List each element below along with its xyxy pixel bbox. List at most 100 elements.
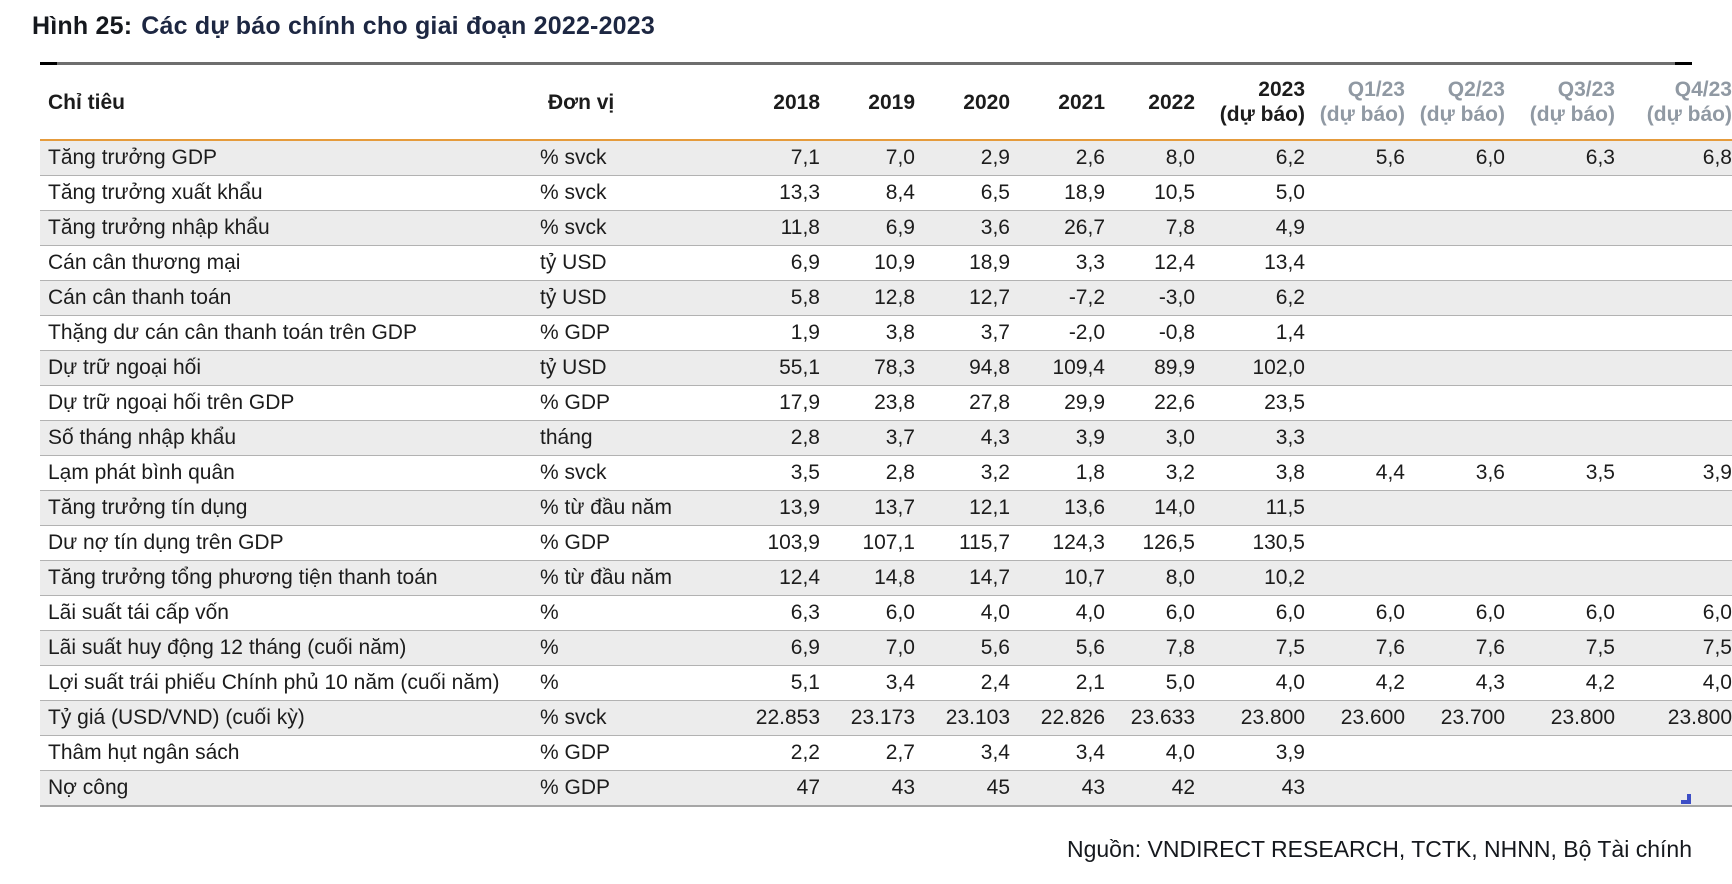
table-row: Thặng dư cán cân thanh toán trên GDP% GD…: [40, 315, 1732, 351]
cell-2023-du-bao: 4,9: [1195, 210, 1305, 246]
cell-2020: 6,5: [915, 175, 1010, 211]
cell-2020: 2,9: [915, 140, 1010, 176]
source-note: Nguồn: VNDIRECT RESEARCH, TCTK, NHNN, Bộ…: [1066, 836, 1692, 862]
blue-corner-handle-icon: [1681, 794, 1691, 804]
cell-q3-23: [1505, 385, 1615, 421]
cell-2022: 7,8: [1105, 630, 1195, 666]
row-unit: % GDP: [540, 315, 690, 351]
cell-2021: 3,4: [1010, 735, 1105, 771]
cell-q4-23: [1615, 280, 1732, 316]
cell-q2-23: 6,0: [1405, 595, 1505, 631]
cell-2023-du-bao: 23.800: [1195, 700, 1305, 736]
row-label: Tăng trưởng tín dụng: [40, 490, 540, 526]
table-row: Cán cân thương mại tỷ USD 6,9 10,9 18,9 3,3 12…: [40, 245, 1732, 281]
cell-q3-23: [1505, 770, 1615, 807]
cell-q1-23: 23.600: [1305, 700, 1405, 736]
cell-q3-23: 23.800: [1505, 700, 1615, 736]
row-label: Lãi suất huy động 12 tháng (cuối năm): [40, 630, 540, 666]
row-unit: % GDP: [540, 770, 690, 807]
cell-q4-23: 6,8: [1615, 140, 1732, 176]
cell-q4-23: [1615, 770, 1732, 807]
row-label: Tăng trưởng tổng phương tiện thanh toán: [40, 560, 540, 596]
cell-2018: 55,1: [690, 350, 820, 386]
cell-q4-23: [1615, 420, 1732, 456]
cell-2021: 2,1: [1010, 665, 1105, 701]
row-unit: %: [540, 630, 690, 666]
row-unit: % từ đầu năm: [540, 490, 690, 526]
cell-2022: -3,0: [1105, 280, 1195, 316]
row-label: Dự trữ ngoại hối trên GDP: [40, 385, 540, 421]
cell-2019: 12,8: [820, 280, 915, 316]
cell-2023-du-bao: 3,8: [1195, 455, 1305, 491]
cell-q4-23: [1615, 350, 1732, 386]
cell-2023-du-bao: 10,2: [1195, 560, 1305, 596]
table-row: Lãi suất huy động 12 tháng (cuối năm)% 6,…: [40, 630, 1732, 666]
cell-q2-23: [1405, 350, 1505, 386]
col-header-2018: 2018: [690, 65, 820, 141]
cell-2019: 7,0: [820, 630, 915, 666]
cell-2018: 13,3: [690, 175, 820, 211]
row-unit: % svck: [540, 175, 690, 211]
row-label: Dư nợ tín dụng trên GDP: [40, 525, 540, 561]
cell-2022: 12,4: [1105, 245, 1195, 281]
cell-2018: 6,9: [690, 245, 820, 281]
cell-2022: 89,9: [1105, 350, 1195, 386]
cell-q2-23: 7,6: [1405, 630, 1505, 666]
cell-2018: 6,3: [690, 595, 820, 631]
cell-q3-23: [1505, 560, 1615, 596]
cell-q3-23: [1505, 350, 1615, 386]
cell-2018: 103,9: [690, 525, 820, 561]
table-header: Chỉ tiêu Đơn vị 2018 2019 2020 2021 2022 2023 (d…: [40, 65, 1732, 141]
cell-q1-23: [1305, 490, 1405, 526]
cell-q4-23: [1615, 525, 1732, 561]
cell-2022: 6,0: [1105, 595, 1195, 631]
cell-2019: 2,8: [820, 455, 915, 491]
cell-2022: 3,0: [1105, 420, 1195, 456]
cell-2021: 43: [1010, 770, 1105, 807]
cell-2022: 126,5: [1105, 525, 1195, 561]
cell-2022: 23.633: [1105, 700, 1195, 736]
cell-q3-23: [1505, 490, 1615, 526]
row-unit: %: [540, 595, 690, 631]
cell-q2-23: [1405, 420, 1505, 456]
col-header-2023-du-bao: 2023 (dự báo): [1195, 65, 1305, 141]
cell-2018: 1,9: [690, 315, 820, 351]
cell-2023-du-bao: 3,9: [1195, 735, 1305, 771]
cell-q3-23: [1505, 280, 1615, 316]
cell-2021: 124,3: [1010, 525, 1105, 561]
cell-2021: 26,7: [1010, 210, 1105, 246]
cell-2018: 5,1: [690, 665, 820, 701]
cell-2020: 3,7: [915, 315, 1010, 351]
table-row: Tăng trưởng tín dụng% từ đầu năm 13,9 13,7…: [40, 490, 1732, 526]
cell-2018: 47: [690, 770, 820, 807]
cell-2018: 7,1: [690, 140, 820, 176]
cell-q3-23: [1505, 315, 1615, 351]
cell-q1-23: [1305, 280, 1405, 316]
row-unit: tháng: [540, 420, 690, 456]
figure-title-text: Các dự báo chính cho giai đoạn 2022-2023: [141, 12, 655, 40]
col-header-q4-23: Q4/23 (dự báo): [1615, 65, 1732, 141]
cell-2021: 3,9: [1010, 420, 1105, 456]
cell-q3-23: [1505, 525, 1615, 561]
cell-2023-du-bao: 23,5: [1195, 385, 1305, 421]
row-unit: % svck: [540, 210, 690, 246]
row-label: Tăng trưởng GDP: [40, 140, 540, 176]
cell-q1-23: 7,6: [1305, 630, 1405, 666]
figure-title-prefix: Hình 25:: [32, 12, 133, 40]
col-header-2021: 2021: [1010, 65, 1105, 141]
cell-q1-23: 6,0: [1305, 595, 1405, 631]
cell-q4-23: 4,0: [1615, 665, 1732, 701]
row-label: Cán cân thanh toán: [40, 280, 540, 316]
cell-q1-23: [1305, 525, 1405, 561]
table-row: Dự trữ ngoại hối trên GDP% GDP 17,9 23,8 27…: [40, 385, 1732, 421]
cell-q2-23: 3,6: [1405, 455, 1505, 491]
col-header-q3-23: Q3/23 (dự báo): [1505, 65, 1615, 141]
cell-2019: 2,7: [820, 735, 915, 771]
cell-2021: 3,3: [1010, 245, 1105, 281]
cell-2023-du-bao: 11,5: [1195, 490, 1305, 526]
cell-2022: 22,6: [1105, 385, 1195, 421]
cell-2021: -2,0: [1010, 315, 1105, 351]
cell-2021: 13,6: [1010, 490, 1105, 526]
cell-q3-23: 7,5: [1505, 630, 1615, 666]
table-row: Nợ công% GDP 47 43 45 43 42 43: [40, 770, 1732, 807]
